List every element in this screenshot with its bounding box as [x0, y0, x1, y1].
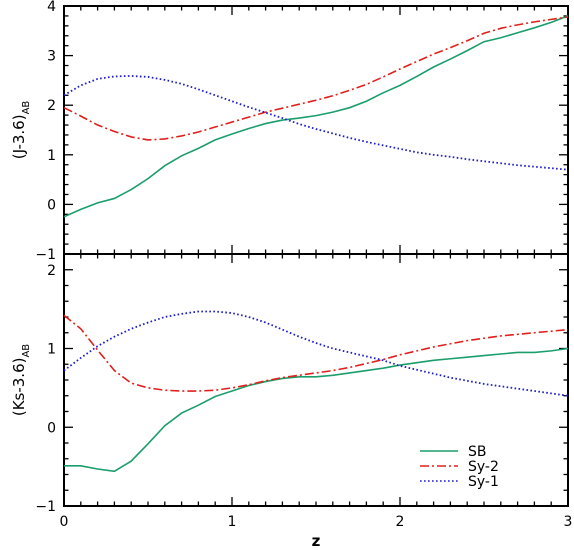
series-line-sb [63, 15, 569, 218]
x-tick-label: 1 [228, 514, 237, 530]
y-tick-label: 1 [47, 148, 56, 164]
top-panel: −1 0 1 2 3 4 (J-3.6)AB [10, 0, 569, 263]
series-line-sb [64, 347, 569, 473]
legend-label-sb: SB [468, 444, 487, 460]
x-axis-label: z [312, 532, 321, 550]
legend-label-sy-1: Sy-1 [468, 474, 499, 490]
y-tick-label: −1 [35, 499, 56, 515]
x-tick-label: 0 [60, 514, 69, 530]
x-tick-label: 3 [564, 514, 573, 530]
series-line-sy-2 [63, 16, 569, 141]
bottom-panel-series [63, 310, 569, 473]
series-line-sy-1 [63, 310, 569, 397]
y-tick-label: 4 [47, 0, 56, 15]
series-line-sy-1 [63, 75, 569, 171]
y-tick-label: 1 [47, 342, 56, 358]
bottom-panel-ylabel: (Ks-3.6)AB [10, 344, 32, 416]
series-line-sy-2 [63, 314, 569, 392]
y-tick-label: 0 [47, 197, 56, 213]
y-tick-label: −1 [35, 247, 56, 263]
top-panel-series [63, 15, 569, 218]
x-tick-label: 2 [396, 514, 405, 530]
y-tick-label: 0 [47, 420, 56, 436]
y-tick-label: 2 [47, 263, 56, 279]
top-panel-ticks: −1 0 1 2 3 4 [35, 0, 569, 263]
top-panel-ylabel: (J-3.6)AB [10, 101, 32, 160]
top-panel-frame [63, 5, 569, 255]
legend-label-sy-2: Sy-2 [468, 459, 499, 475]
y-tick-label: 2 [47, 98, 56, 114]
y-tick-label: 3 [47, 49, 56, 65]
